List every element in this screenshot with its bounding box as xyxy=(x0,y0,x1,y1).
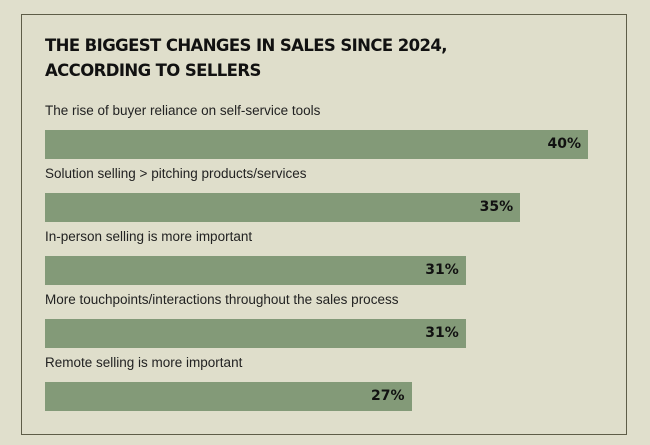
data-label: 27% xyxy=(371,388,405,404)
data-label: 31% xyxy=(425,262,459,278)
bar: 31% xyxy=(45,319,466,348)
category-label: In-person selling is more important xyxy=(45,229,253,244)
category-label: Solution selling > pitching products/ser… xyxy=(45,166,307,181)
chart-frame xyxy=(21,14,627,435)
bar: 40% xyxy=(45,130,588,159)
data-label: 31% xyxy=(425,325,459,341)
data-label: 35% xyxy=(479,199,514,215)
category-label: The rise of buyer reliance on self-servi… xyxy=(45,103,321,118)
chart-title: THE BIGGEST CHANGES IN SALES SINCE 2024,… xyxy=(45,33,447,83)
bar: 35% xyxy=(45,193,521,222)
data-label: 40% xyxy=(547,136,581,152)
category-label: More touchpoints/interactions throughout… xyxy=(45,292,399,307)
bar: 31% xyxy=(45,256,466,285)
chart-title-line-2: ACCORDING TO SELLERS xyxy=(45,61,261,80)
bar: 27% xyxy=(45,382,412,411)
category-label: Remote selling is more important xyxy=(45,355,243,370)
chart-title-line-1: THE BIGGEST CHANGES IN SALES SINCE 2024, xyxy=(45,36,447,55)
